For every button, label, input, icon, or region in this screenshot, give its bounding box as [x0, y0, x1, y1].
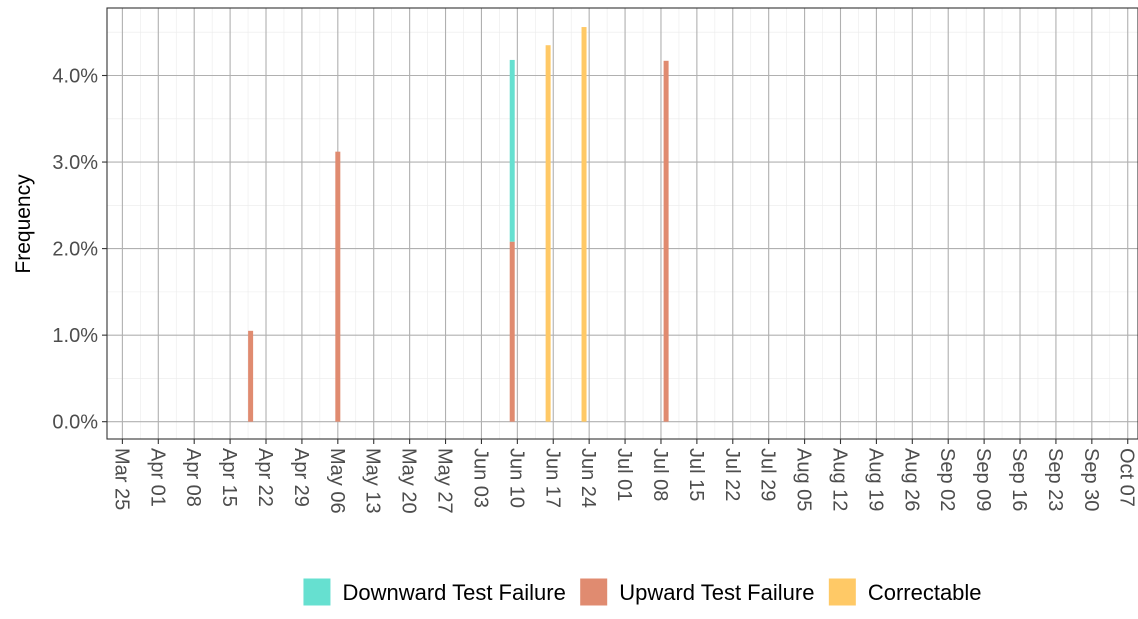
legend-label-upward-test-failure: Upward Test Failure	[619, 580, 814, 605]
x-tick-label: Jun 03	[469, 448, 491, 508]
x-tick-label: Apr 22	[254, 448, 276, 507]
panel-border	[106, 7, 1138, 440]
x-tick-label: Jun 10	[505, 448, 527, 508]
x-tick-label: Aug 12	[828, 448, 850, 511]
x-tick-label: Sep 16	[1008, 448, 1030, 511]
x-tick-label: Aug 19	[864, 448, 886, 511]
x-tick-label: Aug 05	[793, 448, 815, 511]
x-tick-label: Sep 30	[1080, 448, 1102, 511]
x-tick-label: Apr 08	[182, 448, 204, 507]
legend: Downward Test Failure Upward Test Failure…	[303, 578, 982, 606]
y-tick-label: 0.0%	[52, 412, 98, 434]
bar-correctable-2024-06-16	[545, 45, 551, 422]
bar-upward-test-failure-2024-07-09	[663, 60, 669, 422]
bar-upward-test-failure-2024-06-09	[509, 241, 515, 422]
y-tick-label: 2.0%	[52, 239, 98, 261]
x-tick-label: Aug 26	[900, 448, 922, 511]
x-tick-label: May 13	[362, 448, 384, 514]
legend-label-downward-test-failure: Downward Test Failure	[342, 580, 565, 605]
x-tick-label: May 20	[398, 448, 420, 514]
x-tick-label: Jul 01	[613, 448, 635, 501]
x-tick-label: Apr 01	[146, 448, 168, 507]
y-tick-label: 3.0%	[52, 152, 98, 174]
x-tick-label: Apr 29	[290, 448, 312, 507]
bars	[248, 27, 669, 422]
x-tick-label: Sep 23	[1044, 448, 1066, 511]
x-tick-label: Jul 29	[757, 448, 779, 501]
x-tick-label: Jul 22	[721, 448, 743, 501]
x-tick-label: May 27	[434, 448, 456, 514]
y-tick-label: 1.0%	[52, 325, 98, 347]
x-tick-label: Mar 25	[110, 448, 132, 510]
bar-correctable-2024-06-23	[581, 27, 587, 422]
bar-upward-test-failure-2024-05-06	[335, 151, 341, 422]
x-tick-label: Sep 02	[936, 448, 958, 511]
x-tick-label: Jul 15	[685, 448, 707, 501]
legend-swatch-downward-test-failure	[303, 578, 331, 606]
x-tick-label: Jun 17	[541, 448, 563, 508]
legend-swatch-correctable	[828, 578, 856, 606]
y-axis: 0.0% 1.0% 2.0% 3.0% 4.0%	[52, 66, 107, 434]
legend-swatch-upward-test-failure	[580, 578, 608, 606]
x-tick-label: Sep 09	[972, 448, 994, 511]
x-tick-label: Jun 24	[577, 448, 599, 508]
x-tick-label: Apr 15	[218, 448, 240, 507]
x-tick-label: May 06	[326, 448, 348, 514]
y-tick-label: 4.0%	[52, 66, 98, 88]
x-tick-label: Oct 07	[1116, 448, 1138, 507]
bar-downward-test-failure-2024-06-09	[509, 59, 515, 242]
panel-background	[107, 8, 1138, 439]
x-tick-label: Jul 08	[649, 448, 671, 501]
x-axis: Mar 25 Apr 01 Apr 08 Apr 15 Apr 22 Apr 29 May …	[110, 439, 1138, 514]
legend-label-correctable: Correctable	[868, 580, 982, 605]
grid-lines	[107, 8, 1138, 439]
y-axis-title: Frequency	[12, 174, 35, 274]
bar-upward-test-failure-2024-04-19	[248, 330, 254, 422]
